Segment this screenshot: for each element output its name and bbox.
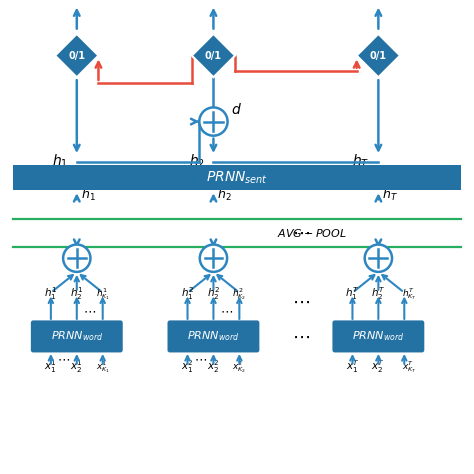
Text: $\cdots$: $\cdots$ [194,352,207,365]
Text: 0/1: 0/1 [205,51,222,61]
Text: $h_1^2$: $h_1^2$ [181,285,194,302]
Text: $x_{K_T}^T$: $x_{K_T}^T$ [401,358,416,374]
Text: $h_{K_T}^T$: $h_{K_T}^T$ [401,286,416,302]
Text: $h_2$: $h_2$ [189,153,205,170]
Text: $h_1$: $h_1$ [52,153,68,170]
Text: $x_{K_1}^1$: $x_{K_1}^1$ [96,358,110,374]
Text: $x_2^1$: $x_2^1$ [70,358,83,375]
Circle shape [200,245,227,272]
Text: $x_{K_2}^2$: $x_{K_2}^2$ [232,358,246,374]
Text: $\hat{h}_1$: $\hat{h}_1$ [81,182,95,203]
Text: $h_{K_1}^1$: $h_{K_1}^1$ [96,286,110,302]
Text: $x_2^T$: $x_2^T$ [372,358,385,375]
Circle shape [199,108,228,136]
Circle shape [365,245,392,272]
Text: $h_2^2$: $h_2^2$ [207,285,220,302]
FancyBboxPatch shape [332,320,424,353]
Text: $h_2^1$: $h_2^1$ [70,285,83,302]
Text: 0/1: 0/1 [68,51,85,61]
FancyBboxPatch shape [13,165,461,190]
Polygon shape [192,34,235,77]
Text: $\cdots$: $\cdots$ [292,293,310,311]
Text: $\cdots$: $\cdots$ [220,304,233,318]
Text: $x_1^1$: $x_1^1$ [45,358,57,375]
Text: $AVG-POOL$: $AVG-POOL$ [277,227,347,239]
Text: $h_T$: $h_T$ [353,153,370,170]
Text: $PRNN_{word}$: $PRNN_{word}$ [51,329,103,343]
Text: $x_2^2$: $x_2^2$ [207,358,220,375]
Text: 0/1: 0/1 [370,51,387,61]
FancyBboxPatch shape [167,320,259,353]
Text: $\cdots$: $\cdots$ [292,224,310,242]
Text: $PRNN_{word}$: $PRNN_{word}$ [352,329,404,343]
Text: $\cdots$: $\cdots$ [83,304,96,318]
Circle shape [63,245,91,272]
Text: $h_{K_2}^2$: $h_{K_2}^2$ [232,286,246,302]
FancyBboxPatch shape [31,320,123,353]
Polygon shape [357,34,400,77]
Text: $PRNN_{word}$: $PRNN_{word}$ [187,329,240,343]
Text: $d$: $d$ [231,102,242,117]
Polygon shape [55,34,99,77]
Text: $x_1^T$: $x_1^T$ [346,358,359,375]
Text: $\cdots$: $\cdots$ [292,328,310,346]
Text: $h_1^T$: $h_1^T$ [346,285,360,302]
Text: $\cdots$: $\cdots$ [57,352,70,365]
Text: $\hat{h}_T$: $\hat{h}_T$ [382,182,398,203]
Text: $x_1^2$: $x_1^2$ [181,358,194,375]
Text: $\hat{h}_2$: $\hat{h}_2$ [217,182,232,203]
Text: $h_2^T$: $h_2^T$ [371,285,385,302]
Text: $h_1^1$: $h_1^1$ [44,285,57,302]
Text: $PRNN_{sent}$: $PRNN_{sent}$ [206,169,268,186]
